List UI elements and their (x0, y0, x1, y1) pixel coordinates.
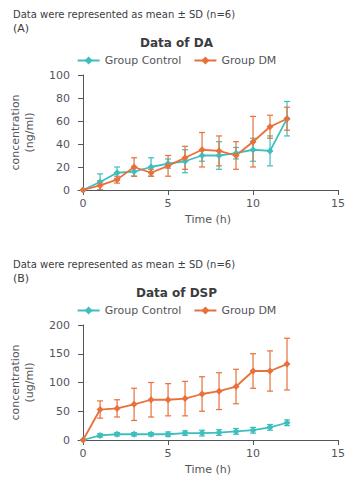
svg-text:10: 10 (246, 197, 260, 210)
svg-text:Group Control: Group Control (105, 54, 182, 67)
svg-text:100: 100 (49, 376, 70, 389)
svg-text:5: 5 (165, 447, 172, 460)
svg-text:Data of DA: Data of DA (140, 36, 214, 50)
svg-text:15: 15 (331, 447, 345, 460)
svg-text:60: 60 (56, 115, 70, 128)
svg-text:200: 200 (49, 319, 70, 332)
svg-text:Group DM: Group DM (221, 304, 276, 317)
svg-text:10: 10 (246, 447, 260, 460)
svg-text:Group Control: Group Control (105, 304, 182, 317)
svg-text:(A): (A) (13, 22, 29, 35)
svg-text:0: 0 (63, 434, 70, 447)
svg-text:Time (h): Time (h) (184, 463, 231, 476)
svg-text:Data were represented as mean: Data were represented as mean ± SD (n=6) (13, 9, 235, 20)
svg-text:Group DM: Group DM (221, 54, 276, 67)
svg-text:150: 150 (49, 347, 70, 360)
svg-text:(ug/ml): (ug/ml) (23, 362, 36, 402)
svg-text:Data of DSP: Data of DSP (136, 286, 217, 300)
svg-text:40: 40 (56, 138, 70, 151)
svg-text:5: 5 (165, 197, 172, 210)
svg-text:Data were represented as mean: Data were represented as mean ± SD (n=6) (13, 259, 235, 270)
svg-text:concentration: concentration (9, 94, 22, 170)
svg-text:0: 0 (80, 447, 87, 460)
svg-text:Time (h): Time (h) (184, 213, 231, 226)
svg-text:(B): (B) (13, 272, 29, 285)
svg-text:100: 100 (49, 69, 70, 82)
svg-text:15: 15 (331, 197, 345, 210)
svg-text:50: 50 (56, 405, 70, 418)
svg-text:80: 80 (56, 92, 70, 105)
svg-text:0: 0 (80, 197, 87, 210)
svg-text:20: 20 (56, 161, 70, 174)
svg-text:(ng/ml): (ng/ml) (23, 112, 36, 152)
svg-text:concentration: concentration (9, 344, 22, 420)
svg-text:0: 0 (63, 184, 70, 197)
